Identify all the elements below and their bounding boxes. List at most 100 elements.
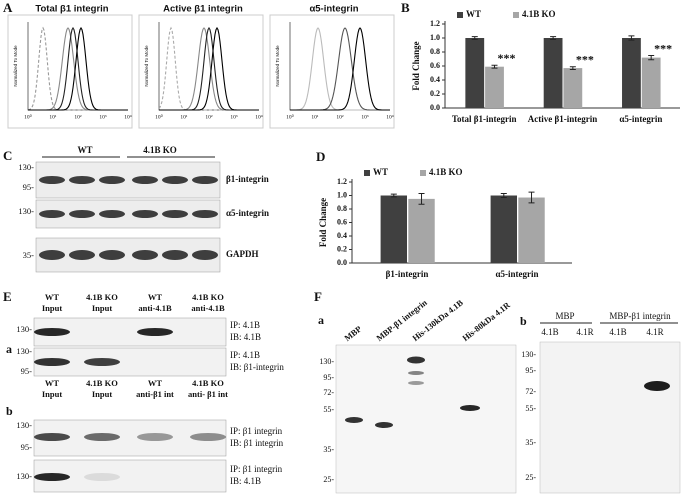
ib-label: IB: β1-integrin <box>230 362 284 372</box>
x-tick-label: 10⁴ <box>124 114 132 120</box>
lane-label: Input <box>42 303 62 313</box>
blot-band <box>69 176 95 184</box>
blot-band <box>162 176 188 184</box>
y-tick-label: 0.2 <box>430 89 440 98</box>
y-axis-label: Fold Change <box>411 41 421 90</box>
lane-label: 4.1B KO <box>86 292 118 302</box>
blot-label: GAPDH <box>226 249 259 259</box>
blot-band <box>69 210 95 218</box>
bar <box>485 66 504 108</box>
lane-label: Input <box>92 303 112 313</box>
legend-label: WT <box>373 167 388 177</box>
histogram-title: Total β1 integrin <box>35 4 108 15</box>
sub-letter: a <box>318 313 324 327</box>
blot-band <box>137 328 173 336</box>
legend-label: 4.1B KO <box>429 167 463 177</box>
marker-label: 95- <box>21 366 33 376</box>
blot-band <box>192 210 218 218</box>
group-label: MBP <box>555 311 574 321</box>
lane-label: 4.1B KO <box>86 378 118 388</box>
blot-band <box>190 433 226 441</box>
blot-label: α5-integrin <box>226 208 269 218</box>
error-bar <box>550 36 557 40</box>
legend-swatch <box>513 12 519 18</box>
blot-band <box>99 210 125 218</box>
blot-band <box>375 422 393 428</box>
blot-band <box>34 433 70 441</box>
marker-label: 130- <box>319 357 334 366</box>
ip-label: IP: 4.1B <box>230 320 260 330</box>
x-tick-label: 10³ <box>361 114 369 120</box>
lane-label: 4.1B <box>609 327 626 337</box>
x-tick-label: α5-integrin <box>495 269 538 279</box>
y-axis-label: Fold Change <box>318 198 328 247</box>
bar <box>543 38 563 108</box>
histogram-curve <box>290 27 390 111</box>
ib-label: IB: 4.1B <box>230 476 261 486</box>
x-tick-label: 10⁰ <box>24 113 33 120</box>
marker-label: 72- <box>525 387 536 396</box>
lane-label: Input <box>92 389 112 399</box>
x-tick-label: 10⁰ <box>286 113 295 120</box>
y-tick-label: 0.6 <box>337 217 347 226</box>
group-label: 4.1B KO <box>143 145 177 155</box>
y-tick-label: 0.6 <box>430 61 440 70</box>
blot-band <box>34 358 70 366</box>
blot-band <box>408 381 424 385</box>
sub-letter: a <box>6 342 12 356</box>
lane-label: 4.1B <box>541 327 558 337</box>
marker-label: 35- <box>23 250 35 260</box>
marker-label: 25- <box>323 475 334 484</box>
sub-letter: b <box>6 404 13 418</box>
lane-label: 4.1B KO <box>192 292 224 302</box>
bar <box>622 38 641 108</box>
error-bar <box>418 192 425 205</box>
panel-letter: C <box>3 148 12 163</box>
x-tick-label: 10³ <box>230 114 238 120</box>
panel-letter: D <box>316 149 325 164</box>
blot-band <box>192 250 218 260</box>
blot-band <box>132 176 158 184</box>
blot-band <box>460 405 480 411</box>
legend-swatch <box>364 170 370 176</box>
marker-label: 95- <box>21 442 33 452</box>
histogram-curve <box>28 26 128 111</box>
marker-label: 130- <box>16 420 32 430</box>
blot-band <box>644 381 670 391</box>
x-tick-label: Total β1-integrin <box>452 114 517 124</box>
lane-label: MBP <box>342 324 363 344</box>
marker-label: 130- <box>18 162 34 172</box>
histogram-curve <box>159 26 259 111</box>
lane-label: 4.1R <box>576 327 593 337</box>
blot-band <box>162 210 188 218</box>
y-axis-label: Normalized To Mode <box>275 45 280 87</box>
blot <box>35 199 221 229</box>
y-tick-label: 0.4 <box>337 231 347 240</box>
bar <box>408 198 435 263</box>
legend-label: WT <box>466 9 481 19</box>
blot-band <box>39 250 65 260</box>
y-axis-label: Normalized To Mode <box>144 45 149 87</box>
lane-label: anti- β1 int <box>188 389 228 399</box>
y-tick-label: 0.2 <box>337 244 347 253</box>
marker-label: 35- <box>525 438 536 447</box>
bar <box>380 195 407 263</box>
marker-label: 130- <box>16 324 32 334</box>
significance: *** <box>498 51 516 65</box>
bar <box>518 197 545 263</box>
group-label: MBP-β1 integrin <box>609 311 671 321</box>
x-tick-label: 10¹ <box>180 114 188 120</box>
bar <box>465 38 485 108</box>
axis <box>444 21 680 109</box>
y-tick-label: 0.0 <box>430 103 440 112</box>
y-tick-label: 1.0 <box>337 190 347 199</box>
panel-letter: A <box>3 0 13 15</box>
lane-label: His-80kDa 4.1R <box>460 299 512 343</box>
error-bar <box>648 55 655 61</box>
histogram-curve <box>159 27 259 111</box>
error-bar <box>500 192 507 199</box>
ib-label: IB: β1 integrin <box>230 438 284 448</box>
blot-band <box>192 176 218 184</box>
lane-label: 4.1R <box>646 327 663 337</box>
group-label: WT <box>77 145 92 155</box>
